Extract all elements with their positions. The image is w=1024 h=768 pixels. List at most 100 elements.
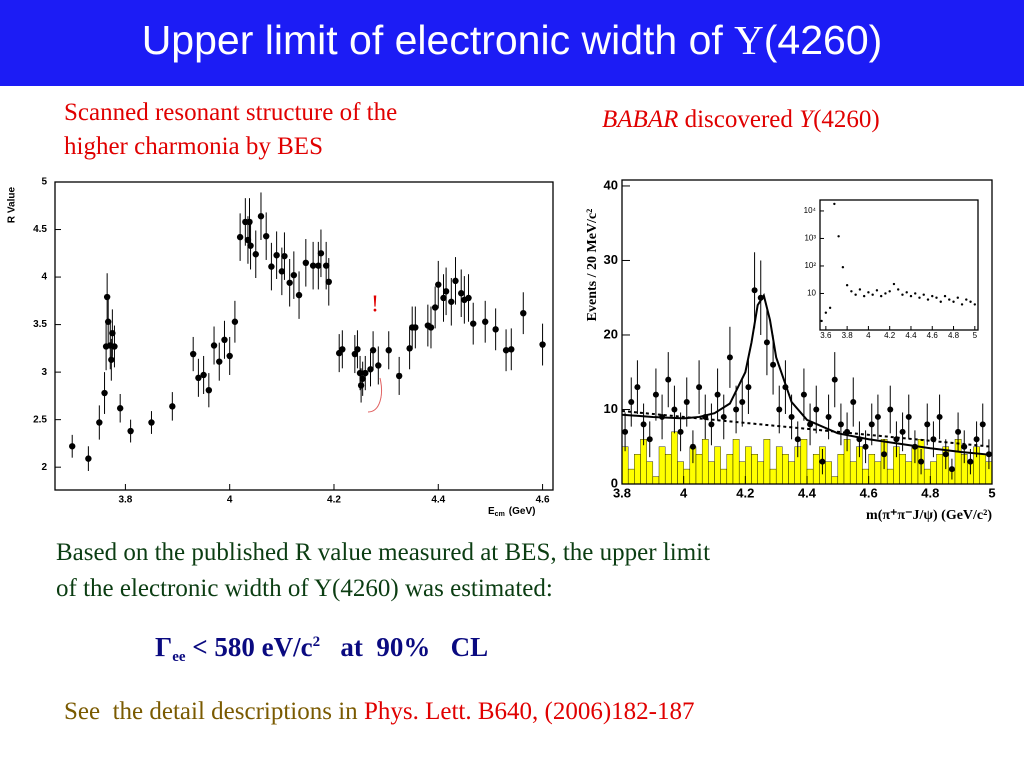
data-point <box>952 300 955 303</box>
data-point <box>942 451 949 458</box>
data-point <box>854 293 857 296</box>
data-point <box>169 403 176 410</box>
x-tick-label: 4.8 <box>921 485 939 500</box>
data-point <box>788 413 795 420</box>
formula-symbol: Γ <box>155 632 173 662</box>
data-point <box>930 436 937 443</box>
data-point <box>127 427 134 435</box>
data-point <box>247 242 254 249</box>
histogram-bar <box>923 468 931 485</box>
data-point <box>665 376 672 383</box>
data-point <box>726 354 733 361</box>
data-point <box>720 413 727 420</box>
y-tick-label: 5 <box>41 177 47 188</box>
y-tick-label: 3.5 <box>33 319 47 330</box>
title-bar <box>0 0 1024 86</box>
histogram-bar <box>769 468 777 485</box>
data-point <box>252 251 259 258</box>
x-label-unit: (GeV) <box>509 506 536 517</box>
x-tick-label: 4.4 <box>905 331 917 340</box>
histogram-bar <box>664 453 672 485</box>
data-point <box>967 458 974 465</box>
data-point <box>69 443 76 450</box>
data-point <box>875 289 879 292</box>
x-label-sub: cm <box>495 511 505 518</box>
citation: Phys. Lett. B640, (2006)182-187 <box>363 698 695 725</box>
data-point <box>273 251 280 259</box>
data-point <box>819 458 826 465</box>
plot-frame <box>819 199 979 331</box>
y-tick-label: 10³ <box>804 234 816 243</box>
y-tick-label: 40 <box>604 177 618 192</box>
y-tick-label: 4.5 <box>33 224 47 235</box>
data-point <box>646 436 653 443</box>
y-tick-label: 10⁴ <box>804 206 817 215</box>
left-caption: Scanned resonant structure of the higher… <box>64 96 397 164</box>
data-point <box>539 341 546 348</box>
annotation-curve <box>367 377 382 413</box>
data-point <box>844 428 851 435</box>
data-point <box>671 406 678 413</box>
y-tick-label: 20 <box>604 326 618 341</box>
data-point <box>325 278 332 286</box>
x-tick-label: 4.2 <box>884 331 896 340</box>
data-point <box>356 369 364 377</box>
reference-text: See the detail descriptions in <box>64 698 364 725</box>
x-tick-label: 4 <box>227 495 233 506</box>
data-point <box>354 346 361 353</box>
data-point <box>195 374 202 382</box>
data-point <box>683 399 690 406</box>
data-point <box>101 389 108 397</box>
data-point <box>841 266 845 269</box>
data-point <box>879 294 883 298</box>
title-text: Upper limit of electronic width of <box>141 17 735 63</box>
data-point <box>362 369 369 377</box>
data-point <box>901 293 904 296</box>
x-tick-label: 4.6 <box>927 331 939 340</box>
data-point <box>909 294 913 298</box>
data-point <box>221 336 228 344</box>
data-point <box>628 399 635 406</box>
data-point <box>210 342 218 349</box>
histogram-bar <box>683 468 691 485</box>
slide-title: Upper limit of electronic width of Υ(426… <box>0 16 1024 64</box>
x-axis-label: Ecm (GeV) <box>488 506 535 518</box>
histogram-bar <box>868 453 876 485</box>
data-point <box>435 281 442 288</box>
histogram-bar <box>812 453 820 485</box>
histogram-bar <box>775 446 783 485</box>
data-point <box>935 296 938 299</box>
data-point <box>881 451 888 458</box>
data-point <box>492 326 499 333</box>
data-point <box>359 375 366 382</box>
x-tick-label: 5 <box>988 485 995 500</box>
histogram-bar <box>757 461 765 485</box>
y-tick-label: 30 <box>604 252 618 267</box>
histogram-bar <box>763 439 771 485</box>
histogram-bar <box>695 453 703 485</box>
data-point <box>969 300 972 303</box>
data-point <box>696 384 703 391</box>
data-point <box>757 294 764 301</box>
data-point <box>862 443 869 450</box>
state: (4260) <box>813 106 880 133</box>
data-point <box>858 288 862 291</box>
formula-superscript: 2 <box>312 634 321 650</box>
data-point <box>899 428 906 435</box>
chart: 3.8 4 4.2 4.4 4.6 2 2.5 3 3.5 4 4.5 5 <box>33 177 554 506</box>
data-point <box>246 218 253 226</box>
chart: 3.8 4 4.2 4.4 4.6 4.8 5 0 10 20 30 40 <box>604 177 996 500</box>
data-point <box>837 235 840 238</box>
data-point <box>375 362 382 369</box>
data-point <box>116 405 124 412</box>
y-tick-label: 4 <box>41 272 47 283</box>
data-point <box>831 376 838 383</box>
data-point <box>200 371 207 379</box>
formula-confidence: at 90% CL <box>340 632 489 662</box>
data-point <box>268 263 275 270</box>
caption-line: higher charmonia by BES <box>64 133 323 160</box>
histogram-bar <box>701 439 709 485</box>
y-tick-label: 10² <box>804 261 816 270</box>
